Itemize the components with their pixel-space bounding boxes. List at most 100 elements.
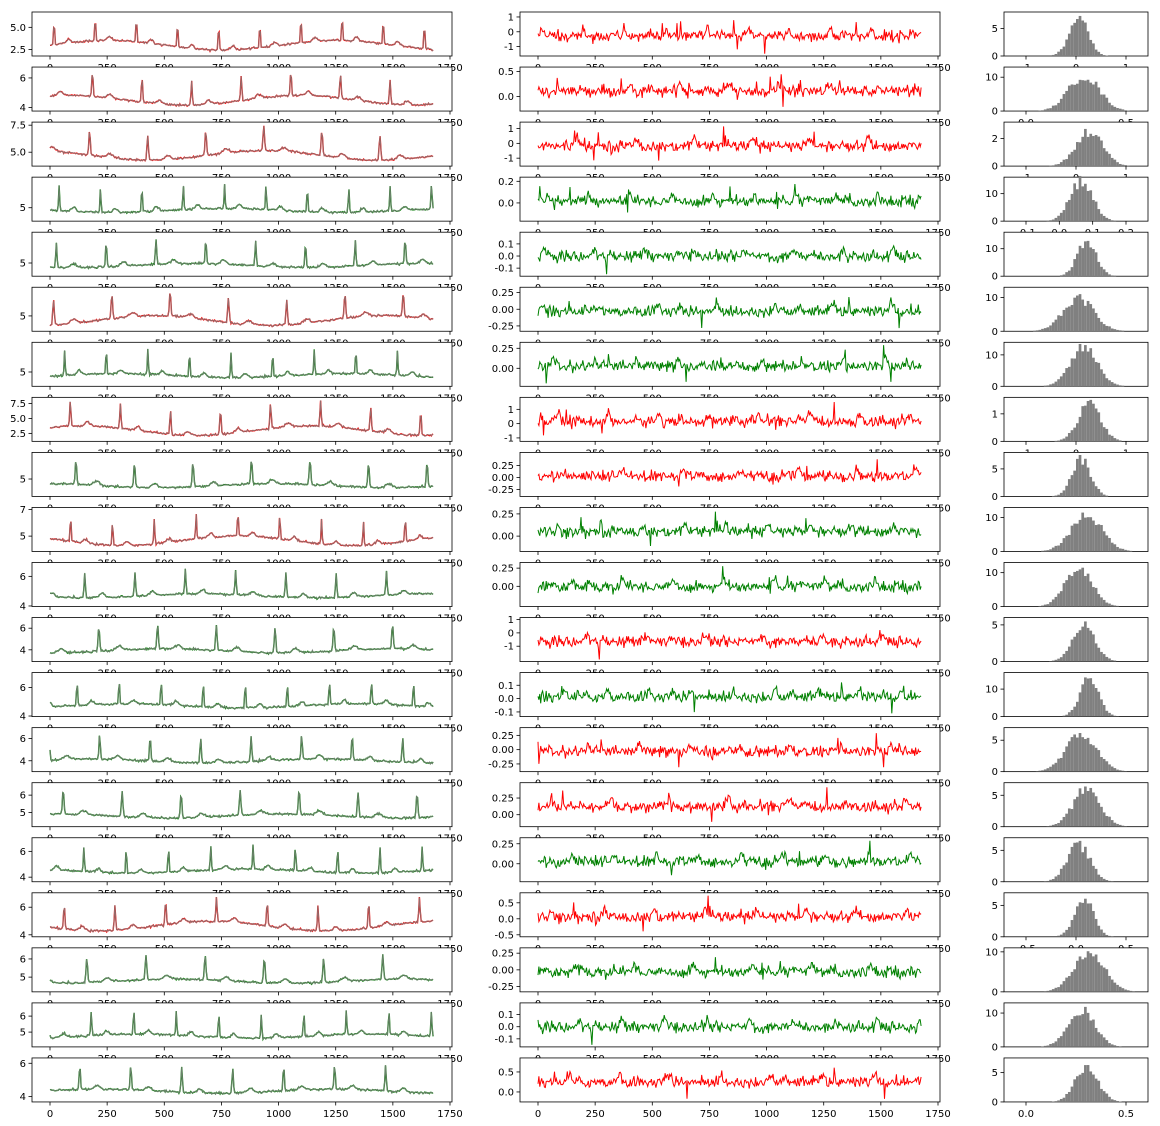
signal-ytick-tick-label: 5	[20, 259, 26, 270]
histogram-bar-4	[1063, 275, 1066, 277]
residual-ytick-tick-label: 0.1	[498, 239, 514, 250]
histogram-bar-3	[1060, 213, 1063, 221]
residual-ytick-tick-label: 0.25	[492, 288, 514, 299]
histogram-bar-6	[1068, 367, 1071, 387]
histogram-bar-12	[1084, 677, 1087, 716]
histogram-bar-11	[1084, 621, 1087, 661]
histogram-bar-2	[1060, 162, 1063, 166]
histogram-bar-6	[1073, 359, 1076, 387]
histogram-bar-13	[1122, 771, 1125, 772]
residual-ytick-tick-label: 0	[508, 419, 514, 430]
histogram-bar-2	[1057, 164, 1060, 166]
histogram-bar-5	[1092, 308, 1095, 331]
histogram-bar-13	[1038, 771, 1041, 772]
histogram-bar-9	[1057, 546, 1060, 552]
histogram-bar-13	[1071, 737, 1074, 772]
histogram-bar-1	[1047, 109, 1050, 112]
histogram-bar-9	[1047, 550, 1050, 551]
histogram-bar-3	[1065, 202, 1068, 221]
hist-ytick-tick-label: 0	[992, 547, 998, 558]
histogram-bar-6	[1057, 379, 1060, 386]
histogram-bar-8	[1103, 495, 1106, 497]
histogram-bar-10	[1060, 591, 1063, 606]
histogram-bar-10	[1089, 581, 1092, 606]
histogram-bar-2	[1068, 154, 1071, 166]
histogram-bar-15	[1108, 881, 1111, 882]
hist-ytick-tick-label: 10	[985, 1009, 998, 1020]
histogram-bar-12	[1111, 715, 1114, 717]
signal-axes-15	[32, 838, 452, 882]
histogram-bar-15	[1089, 858, 1092, 882]
histogram-bar-13	[1116, 770, 1119, 772]
histogram-bar-7	[1063, 439, 1066, 442]
histogram-bar-9	[1130, 551, 1133, 552]
histogram-bar-12	[1097, 692, 1100, 717]
residual-ytick-tick-label: 0.5	[498, 67, 514, 78]
histogram-bar-18	[1055, 1041, 1058, 1047]
histogram-bar-7	[1087, 401, 1090, 441]
histogram-bar-13	[1114, 768, 1117, 772]
histogram-bar-15	[1111, 881, 1114, 882]
histogram-bar-16	[1095, 919, 1098, 937]
signal-ytick-tick-label: 4	[20, 1092, 26, 1103]
histogram-bar-17	[1089, 953, 1092, 992]
histogram-bar-13	[1079, 733, 1082, 772]
histogram-bar-13	[1049, 767, 1052, 772]
histogram-bar-11	[1114, 661, 1117, 662]
histogram-bar-12	[1105, 711, 1108, 717]
residual-ytick-tick-label: 1	[508, 405, 514, 416]
histogram-bar-1	[1097, 87, 1100, 111]
signal-ytick-tick-label: 5.0	[10, 148, 26, 159]
histogram-bar-1	[1068, 86, 1071, 111]
signal-axes-14	[32, 783, 452, 827]
signal-ytick-tick-label: 5	[20, 808, 26, 819]
histogram-bar-18	[1081, 1014, 1084, 1047]
histogram-bar-8	[1105, 496, 1108, 497]
histogram-bar-9	[1111, 543, 1114, 552]
histogram-bar-3	[1097, 209, 1100, 221]
histogram-bar-9	[1060, 543, 1063, 551]
histogram-bar-9	[1116, 547, 1119, 551]
histogram-bar-14	[1084, 787, 1087, 827]
histogram-bar-18	[1052, 1043, 1055, 1047]
histogram-bar-6	[1047, 385, 1050, 386]
histogram-bar-2	[1065, 159, 1068, 166]
histogram-bar-2	[1097, 137, 1100, 167]
histogram-bar-18	[1105, 1040, 1108, 1047]
residual-ytick-tick-label: -0.25	[488, 759, 514, 770]
residual-ytick-tick-label: 0.5	[498, 898, 514, 909]
hist-xtick-label: 0.0	[1018, 1109, 1034, 1120]
histogram-bar-17	[1068, 976, 1071, 992]
histogram-bar-2	[1063, 160, 1066, 166]
histogram-bar-17	[1060, 984, 1063, 991]
histogram-bar-18	[1057, 1038, 1060, 1047]
histogram-bar-9	[1122, 549, 1125, 552]
histogram-bar-9	[1065, 536, 1068, 552]
signal-xtick-tick-label: 1500	[380, 1109, 405, 1120]
histogram-bar-9	[1079, 520, 1082, 552]
histogram-bar-18	[1116, 1046, 1119, 1047]
histogram-bar-2	[1103, 148, 1106, 166]
histogram-bar-4	[1105, 272, 1108, 276]
histogram-bar-17	[1105, 969, 1108, 992]
histogram-bar-1	[1100, 95, 1103, 112]
histogram-bar-6	[1044, 386, 1047, 387]
histogram-bar-0	[1057, 52, 1060, 56]
residual-ytick-tick-label: 0.00	[492, 582, 514, 593]
hist-ytick-tick-label: 0	[992, 1042, 998, 1053]
histogram-bar-9	[1068, 535, 1071, 552]
histogram-bar-8	[1073, 471, 1076, 497]
histogram-bar-19	[1087, 1065, 1090, 1102]
histogram-bar-11	[1092, 634, 1095, 661]
histogram-bar-16	[1103, 933, 1106, 937]
histogram-bar-13	[1047, 768, 1050, 771]
histogram-bar-1	[1119, 109, 1122, 111]
histogram-bar-15	[1073, 843, 1076, 882]
hist-ytick-tick-label: 0	[992, 602, 998, 613]
histogram-bar-9	[1063, 538, 1066, 551]
hist-ytick-tick-label: 0	[992, 382, 998, 393]
histogram-bar-5	[1095, 313, 1098, 331]
histogram-bar-11	[1089, 631, 1092, 662]
histogram-bar-17	[1044, 991, 1047, 992]
histogram-bar-1	[1089, 83, 1092, 111]
